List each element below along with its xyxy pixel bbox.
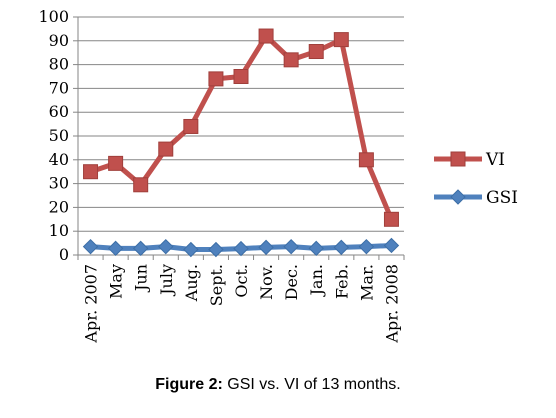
x-tick-label: Apr. 2008 (382, 264, 401, 344)
series-vi-point (333, 32, 349, 48)
series-vi-point (108, 155, 124, 171)
x-tick-label: Nov. (257, 264, 276, 300)
series-gsi-point (383, 237, 400, 254)
legend-item-gsi: GSI (434, 188, 518, 208)
x-tick-label: Jan. (307, 264, 326, 297)
x-tick-label: Jun (132, 264, 151, 293)
caption-text: GSI vs. VI of 13 months. (222, 376, 401, 393)
series-gsi-point (358, 238, 375, 255)
series-gsi-point (82, 238, 99, 255)
x-tick-label: Oct. (232, 264, 251, 298)
caption-label: Figure 2: (155, 376, 223, 393)
y-tick-label: 70 (49, 78, 69, 97)
series-vi-point (83, 164, 99, 180)
legend-gsi-marker (450, 189, 466, 205)
series-vi-point (258, 28, 274, 44)
legend-gsi-label: GSI (486, 188, 518, 208)
y-tick-label: 80 (49, 55, 69, 74)
x-tick-label: Apr. 2007 (82, 264, 101, 344)
axes (73, 16, 405, 260)
x-tick-labels: Apr. 2007 May Jun July Aug. Sept. Oct. Nov. Dec.… (82, 264, 402, 344)
x-tick-label: Sept. (207, 264, 226, 306)
series-gsi-point (208, 241, 224, 258)
series-gsi-point (107, 240, 124, 257)
series-gsi-point (183, 241, 199, 258)
series-gsi-point (132, 240, 149, 257)
series-vi-point (308, 44, 324, 60)
series-gsi-point (258, 239, 274, 256)
series-vi-point (283, 52, 299, 68)
series-vi-point (358, 152, 374, 168)
series-vi-point (383, 211, 399, 227)
y-tick-label: 100 (38, 7, 69, 26)
y-tick-label: 0 (59, 245, 69, 264)
x-tick-label: May (107, 264, 126, 299)
series-vi-point (158, 141, 174, 157)
x-tick-label: Feb. (332, 264, 351, 299)
series-layer (82, 28, 400, 258)
y-tick-label: 20 (49, 197, 69, 216)
y-tick-label: 50 (49, 126, 69, 145)
y-tick-label: 30 (49, 174, 69, 193)
x-tick-label: Mar. (357, 264, 376, 301)
y-tick-label: 90 (49, 31, 69, 50)
series-gsi-point (158, 238, 174, 255)
series-gsi (82, 237, 400, 258)
series-vi-point (208, 71, 224, 87)
series-gsi-point (233, 240, 249, 257)
y-tick-label: 60 (49, 102, 69, 121)
series-gsi-point (333, 239, 350, 256)
series-vi-point (233, 69, 249, 84)
series-vi-point (133, 177, 149, 193)
y-tick-label: 10 (49, 221, 69, 240)
legend-vi-marker (450, 151, 466, 167)
y-tick-labels: 0 10 20 30 40 50 60 70 80 90 100 (38, 7, 69, 264)
legend: VI GSI (434, 150, 518, 208)
series-vi (83, 28, 399, 227)
series-gsi-point (308, 240, 324, 257)
legend-vi-label: VI (485, 150, 505, 170)
chart: 0 10 20 30 40 50 60 70 80 90 100 Apr. 2007 May Jun Ju… (38, 7, 518, 344)
x-tick-label: Dec. (282, 264, 301, 300)
series-vi-point (183, 118, 199, 134)
x-tick-label: July (157, 264, 176, 297)
y-tick-label: 40 (49, 150, 69, 169)
gridlines (78, 16, 404, 232)
figure-caption: Figure 2: GSI vs. VI of 13 months. (0, 376, 556, 394)
series-gsi-point (283, 238, 299, 255)
legend-item-vi: VI (434, 150, 505, 170)
x-tick-label: Aug. (182, 264, 201, 302)
